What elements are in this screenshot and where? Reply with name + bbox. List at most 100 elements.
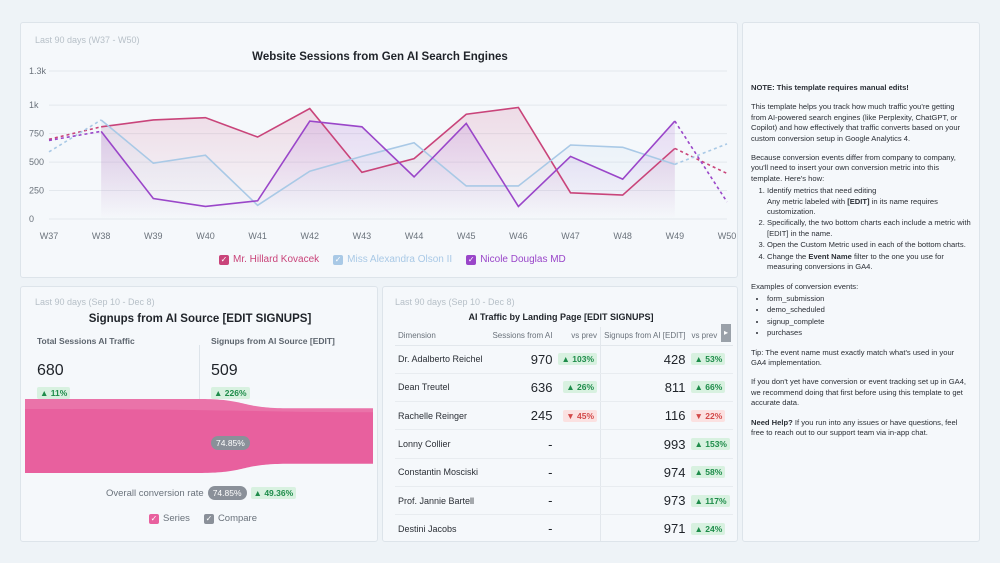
row-dimension: Constantin Mosciski (395, 458, 490, 487)
metric-total-sessions-change: ▲ 11% (37, 383, 71, 401)
legend-item[interactable]: ✓ Miss Alexandra Olson II (333, 254, 452, 265)
y-tick-label: 0 (29, 214, 34, 224)
signups-change-badge: ▲ 58% (691, 466, 726, 479)
table-period: Last 90 days (Sep 10 - Dec 8) (395, 297, 515, 307)
signups-change-badge: ▲ 53% (691, 353, 726, 366)
notes-examples: form_submission demo_scheduled signup_co… (767, 294, 971, 339)
signups-change-badge: ▲ 153% (691, 438, 730, 451)
x-tick-label: W42 (301, 231, 320, 241)
notes-step: Change the Event Name filter to the one … (767, 252, 971, 273)
row-signups-vs-prev: ▲ 58% (688, 458, 733, 487)
overall-conversion-change: ▲ 49.36% (250, 487, 297, 499)
row-sessions: 636 (489, 373, 556, 403)
overall-conversion-label: Overall conversion rate (106, 487, 204, 499)
y-tick-label: 1k (29, 100, 39, 110)
row-sessions-vs-prev (555, 514, 601, 541)
metric-signups-change: ▲ 226% (211, 383, 250, 401)
row-sessions: - (489, 514, 556, 541)
table-row[interactable]: Prof. Jannie Bartell - 973 ▲ 117% (395, 486, 733, 516)
checkbox-icon[interactable]: ✓ (466, 254, 477, 265)
signups-change-badge: ▲ 117% (691, 494, 730, 507)
x-tick-label: W46 (509, 231, 528, 241)
table-header-row: Dimension Sessions from AI vs prev Signu… (395, 327, 733, 346)
row-signups-vs-prev: ▲ 24% (688, 514, 733, 541)
row-dimension: Dean Treutel (395, 373, 490, 403)
row-signups: 974 (600, 458, 689, 487)
x-tick-label: W39 (144, 231, 163, 241)
col-sessions[interactable]: Sessions from AI (489, 327, 556, 346)
metric-total-sessions-value: 680 (37, 362, 64, 379)
x-tick-label: W49 (666, 231, 685, 241)
row-signups: 116 (600, 401, 689, 431)
y-tick-label: 250 (29, 186, 44, 196)
notes-example: demo_scheduled (767, 305, 971, 315)
x-tick-label: W43 (353, 231, 372, 241)
signups-change-badge: ▲ 24% (691, 522, 726, 535)
table-row[interactable]: Rachelle Reinger 245 ▼ 45% 116 ▼ 22% (395, 401, 733, 431)
series-line[interactable] (101, 106, 676, 196)
row-sessions: - (489, 486, 556, 516)
checkbox-icon[interactable]: ✓ (149, 513, 159, 524)
metric-signups-value: 509 (211, 362, 238, 379)
row-sessions: 245 (489, 401, 556, 431)
checkbox-icon[interactable]: ✓ (333, 254, 344, 265)
legend-label: Miss Alexandra Olson II (347, 254, 453, 265)
row-sessions-vs-prev (555, 458, 601, 487)
legend-item[interactable]: ✓ Mr. Hillard Kovacek (219, 254, 319, 265)
row-dimension: Rachelle Reinger (395, 401, 490, 431)
row-sessions-vs-prev: ▲ 26% (555, 373, 601, 403)
sessions-change-badge: ▲ 26% (563, 381, 598, 394)
notes-setup: If you don't yet have conversion or even… (751, 377, 967, 408)
row-signups: 973 (600, 486, 689, 516)
landing-page-table-card: Last 90 days (Sep 10 - Dec 8) AI Traffic… (382, 286, 738, 542)
overall-conversion: Overall conversion rate 74.85% ▲ 49.36% (106, 486, 297, 500)
col-dimension[interactable]: Dimension (395, 327, 490, 346)
notes-example: signup_complete (767, 317, 971, 327)
table-row[interactable]: Dr. Adalberto Reichel 970 ▲ 103% 428 ▲ 53% (395, 345, 733, 374)
row-sessions: 970 (489, 345, 556, 374)
table-row[interactable]: Constantin Mosciski - 974 ▲ 58% (395, 458, 733, 487)
col-sessions-vs-prev[interactable]: vs prev (555, 327, 601, 346)
legend-item[interactable]: ✓ Nicole Douglas MD (466, 254, 566, 265)
up-arrow-icon: ▲ (253, 488, 262, 498)
table-row[interactable]: Destini Jacobs - 971 ▲ 24% (395, 514, 733, 541)
checkbox-icon[interactable]: ✓ (203, 513, 214, 524)
series-line-start (48, 130, 102, 142)
signups-funnel-card: Last 90 days (Sep 10 - Dec 8) Signups fr… (20, 286, 378, 542)
sessions-chart-card: 1.3k 1k 750 500 250 0 W37 W38 W39 W40 W41 W42 W43 W44… (20, 22, 738, 278)
row-dimension: Prof. Jannie Bartell (395, 486, 490, 516)
checkbox-icon[interactable]: ✓ (219, 254, 229, 265)
signups-change-badge: ▲ 66% (691, 381, 726, 394)
row-signups: 428 (600, 345, 689, 374)
x-tick-label: W47 (561, 231, 580, 241)
notes-examples-label: Examples of conversion events: (751, 281, 859, 291)
col-signups[interactable]: Signups from AI [EDIT] (600, 327, 689, 346)
row-sessions-vs-prev: ▲ 103% (555, 345, 601, 374)
row-signups: 971 (600, 514, 689, 541)
chart-period: Last 90 days (W37 - W50) (35, 35, 140, 45)
x-tick-label: W44 (405, 231, 424, 241)
row-signups: 993 (600, 429, 689, 459)
notes-card: NOTE: This template requires manual edit… (742, 22, 980, 542)
series-line-end (674, 147, 728, 175)
table-row[interactable]: Lonny Collier - 993 ▲ 153% (395, 429, 733, 459)
funnel-mid-rate: 74.85% (211, 433, 250, 451)
x-tick-label: W38 (92, 231, 111, 241)
series-line[interactable] (100, 119, 676, 207)
row-sessions-vs-prev (555, 429, 601, 459)
metric-signups-label: Signups from AI Source [EDIT] (211, 336, 335, 346)
table-row[interactable]: Dean Treutel 636 ▲ 26% 811 ▲ 66% (395, 373, 733, 403)
series-line[interactable] (100, 120, 676, 208)
x-tick-label: W48 (613, 231, 632, 241)
x-tick-label: W45 (457, 231, 476, 241)
signups-change-badge: ▼ 22% (691, 409, 726, 422)
chart-legend: ✓ Mr. Hillard Kovacek ✓ Miss Alexandra Olso… (219, 254, 566, 265)
notes-intro: This template helps you track how much t… (751, 102, 961, 143)
legend-series[interactable]: ✓ Series (149, 513, 190, 524)
table-scroll-right-icon[interactable]: ▸ (721, 324, 731, 342)
legend-compare[interactable]: ✓ Compare (203, 513, 258, 524)
row-sessions-vs-prev: ▼ 45% (555, 401, 601, 431)
y-tick-label: 500 (29, 157, 44, 167)
row-dimension: Destini Jacobs (395, 514, 490, 541)
